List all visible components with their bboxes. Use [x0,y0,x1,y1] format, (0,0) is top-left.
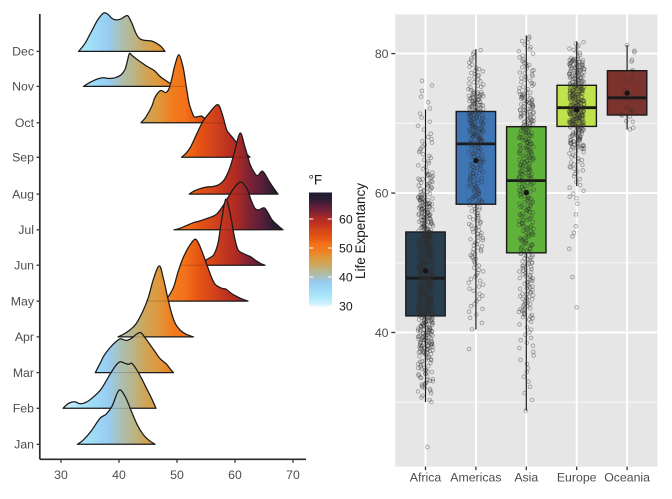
svg-text:50: 50 [339,241,353,255]
svg-text:Americas: Americas [450,471,501,485]
svg-text:Africa: Africa [410,471,442,485]
svg-text:60: 60 [375,186,389,200]
svg-text:Mar: Mar [13,366,34,380]
svg-text:Jul: Jul [18,223,34,237]
svg-text:Apr: Apr [15,330,34,344]
svg-text:Europe: Europe [557,471,597,485]
svg-text:°F: °F [309,173,323,188]
svg-text:May: May [11,294,35,308]
svg-text:Asia: Asia [514,471,538,485]
svg-text:Jun: Jun [14,259,34,273]
svg-text:50: 50 [170,468,184,482]
svg-text:Jan: Jan [14,438,34,452]
svg-text:40: 40 [112,468,126,482]
svg-text:40: 40 [375,326,389,340]
svg-text:Sep: Sep [12,151,34,165]
svg-text:70: 70 [286,468,300,482]
svg-text:60: 60 [228,468,242,482]
svg-text:Aug: Aug [12,187,34,201]
svg-text:30: 30 [54,468,68,482]
svg-text:Dec: Dec [12,45,34,59]
svg-text:Feb: Feb [13,402,34,416]
svg-text:30: 30 [339,299,353,313]
svg-text:Oceania: Oceania [604,471,650,485]
svg-text:Life Expentancy: Life Expentancy [353,183,368,279]
svg-text:40: 40 [339,270,353,284]
svg-text:Nov: Nov [12,80,35,94]
svg-text:80: 80 [375,47,389,61]
svg-text:60: 60 [339,212,353,226]
svg-text:Oct: Oct [15,116,35,130]
